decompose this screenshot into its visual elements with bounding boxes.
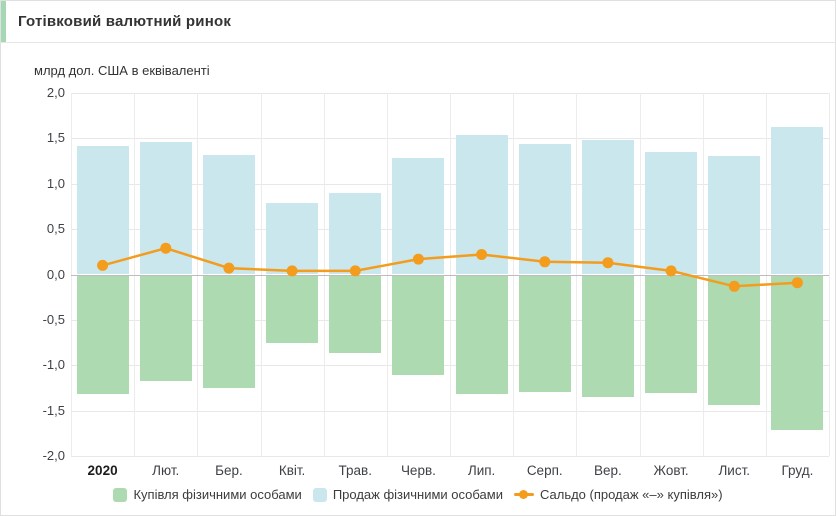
x-axis-tick-label: 2020 [87, 463, 118, 478]
gridline-horizontal [71, 456, 829, 457]
y-axis-tick-label: 2,0 [46, 85, 65, 100]
saldo-point[interactable] [97, 259, 109, 271]
saldo-point[interactable] [223, 262, 235, 274]
bar-buy[interactable] [266, 274, 319, 343]
bar-buy[interactable] [76, 274, 129, 395]
y-axis-tick-label: -2,0 [42, 448, 65, 463]
x-axis-tick-label: Квіт. [278, 463, 306, 478]
saldo-point[interactable] [539, 256, 551, 268]
saldo-point[interactable] [349, 265, 361, 277]
saldo-point[interactable] [412, 253, 424, 265]
legend-label: Продаж фізичними особами [332, 487, 503, 502]
x-axis-tick-label: Серп. [526, 463, 563, 478]
legend-item[interactable]: Продаж фізичними особами [312, 487, 503, 502]
bar-sell[interactable] [771, 127, 824, 275]
accent-stripe [1, 1, 6, 42]
x-axis-tick-label: Черв. [400, 463, 436, 478]
bar-buy[interactable] [645, 274, 698, 394]
bar-sell[interactable] [76, 145, 129, 275]
x-axis-tick-label: Жовт. [653, 463, 689, 478]
x-axis-tick-label: Бер. [215, 463, 243, 478]
saldo-point[interactable] [476, 249, 488, 260]
card-header: Готівковий валютний ринок [1, 1, 835, 43]
bar-buy[interactable] [771, 274, 824, 430]
x-axis-tick-label: Трав. [338, 463, 372, 478]
saldo-point[interactable] [728, 280, 740, 292]
y-axis-tick-label: 0,5 [46, 221, 65, 237]
bar-sell[interactable] [266, 202, 319, 275]
legend-swatch-icon [113, 487, 128, 502]
saldo-point[interactable] [665, 265, 677, 277]
y-axis-tick-label: 1,0 [46, 175, 65, 191]
gridline-vertical [829, 93, 830, 456]
bar-sell[interactable] [329, 192, 382, 275]
saldo-point[interactable] [286, 265, 298, 277]
bar-sell[interactable] [202, 154, 255, 275]
legend-label: Сальдо (продаж «–» купівля») [539, 487, 723, 502]
bar-buy[interactable] [139, 274, 192, 381]
legend-swatch-icon [312, 487, 327, 502]
y-axis-tick-label: -1,0 [42, 357, 65, 373]
saldo-point[interactable] [791, 277, 803, 289]
bar-buy[interactable] [455, 274, 508, 395]
x-axis-tick-label: Лист. [718, 463, 751, 478]
y-axis-tick-label: -1,5 [42, 402, 65, 418]
x-axis-tick-label: Вер. [594, 463, 622, 478]
bar-buy[interactable] [202, 274, 255, 388]
bar-sell[interactable] [581, 140, 634, 275]
y-axis-tick-label: 0,0 [46, 266, 65, 282]
page-title: Готівковий валютний ринок [18, 13, 232, 30]
x-axis-tick-label: Лют. [152, 463, 180, 478]
x-axis-tick-label: Груд. [781, 463, 814, 478]
legend-label: Купівля фізичними особами [133, 487, 302, 502]
bar-sell[interactable] [518, 143, 571, 275]
bar-buy[interactable] [518, 274, 571, 393]
x-axis-tick-label: Лип. [467, 463, 496, 478]
saldo-line-layer [97, 242, 803, 292]
legend: Купівля фізичними особами Продаж фізичним… [1, 487, 835, 502]
bar-buy[interactable] [581, 274, 634, 397]
y-axis-title: млрд дол. США в еквіваленті [34, 63, 210, 78]
saldo-point[interactable] [160, 242, 172, 254]
legend-line-marker-icon [513, 489, 534, 500]
legend-item[interactable]: Купівля фізичними особами [113, 487, 302, 502]
legend-item[interactable]: Сальдо (продаж «–» купівля») [513, 487, 723, 502]
y-axis-tick-label: 1,5 [46, 130, 65, 146]
bar-buy[interactable] [708, 274, 761, 406]
bar-buy[interactable] [329, 274, 382, 353]
bar-sell[interactable] [645, 151, 698, 275]
y-axis-tick-label: -0,5 [42, 311, 65, 327]
saldo-line [102, 246, 798, 288]
bar-buy[interactable] [392, 274, 445, 376]
zero-line [71, 274, 829, 276]
plot-area [71, 93, 830, 457]
bar-sell[interactable] [708, 155, 761, 275]
saldo-point[interactable] [602, 257, 614, 269]
